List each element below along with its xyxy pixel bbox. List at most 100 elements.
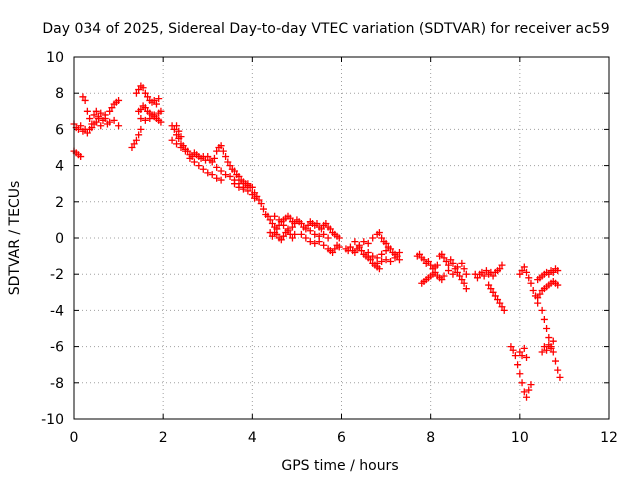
data-point <box>157 118 165 126</box>
data-point <box>280 221 288 229</box>
data-point <box>496 299 504 307</box>
data-point <box>520 263 528 271</box>
x-tick-label: 8 <box>426 430 435 446</box>
data-point <box>275 216 283 224</box>
data-point <box>545 334 553 342</box>
data-point <box>186 154 194 162</box>
data-point <box>286 214 294 222</box>
data-point <box>523 393 531 401</box>
data-point <box>366 256 374 264</box>
data-point <box>523 268 531 276</box>
data-point <box>235 183 243 191</box>
data-point <box>273 230 281 238</box>
data-point <box>144 93 152 101</box>
data-point <box>173 122 181 130</box>
data-point <box>288 234 296 242</box>
y-tick-label: -2 <box>50 267 64 283</box>
data-point <box>523 353 531 361</box>
data-point <box>326 225 334 233</box>
data-point <box>375 229 383 237</box>
data-point <box>268 220 276 228</box>
data-point <box>92 118 100 126</box>
data-point <box>498 261 506 269</box>
data-point <box>83 129 91 137</box>
data-point <box>132 136 140 144</box>
data-point <box>210 154 218 162</box>
data-point <box>460 265 468 273</box>
data-point <box>462 270 470 278</box>
x-tick-label: 0 <box>70 430 79 446</box>
data-point <box>462 285 470 293</box>
data-point <box>487 285 495 293</box>
data-point <box>442 258 450 266</box>
x-tick-label: 4 <box>248 430 257 446</box>
data-point <box>244 180 252 188</box>
data-point <box>199 165 207 173</box>
y-tick-label: 8 <box>55 86 64 102</box>
data-point <box>529 286 537 294</box>
data-point <box>239 185 247 193</box>
data-point <box>382 239 390 247</box>
data-point <box>540 343 548 351</box>
data-point <box>511 352 519 360</box>
data-point <box>219 147 227 155</box>
data-point <box>482 267 490 275</box>
data-point <box>264 212 272 220</box>
data-point <box>516 270 524 278</box>
data-point <box>324 234 332 242</box>
data-point <box>491 292 499 300</box>
data-point <box>447 256 455 264</box>
data-point <box>90 111 98 119</box>
data-point <box>137 125 145 133</box>
data-point <box>458 259 466 267</box>
data-point <box>547 344 555 352</box>
data-point <box>195 162 203 170</box>
plot-frame <box>73 56 610 420</box>
data-point <box>168 136 176 144</box>
chart-title: Day 034 of 2025, Sidereal Day-to-day VTE… <box>42 21 609 37</box>
data-point <box>500 306 508 314</box>
data-point <box>97 109 105 117</box>
data-point <box>137 115 145 123</box>
y-tick-label: 4 <box>55 159 64 175</box>
data-point <box>320 230 328 238</box>
data-point <box>150 96 158 104</box>
data-point <box>77 153 85 161</box>
data-point <box>438 250 446 258</box>
data-point <box>320 241 328 249</box>
data-point <box>253 192 261 200</box>
data-point <box>231 167 238 175</box>
data-point <box>284 225 292 233</box>
data-point <box>88 120 96 128</box>
data-point <box>549 348 557 356</box>
y-tick-label: 6 <box>55 122 64 138</box>
data-point <box>150 111 158 119</box>
data-point <box>139 84 147 92</box>
data-point <box>222 171 230 179</box>
data-point <box>217 176 225 184</box>
data-point <box>538 306 546 314</box>
data-point <box>489 288 497 296</box>
data-point <box>543 346 551 354</box>
data-point <box>329 248 337 256</box>
data-point <box>244 187 252 195</box>
data-point <box>141 116 149 124</box>
data-point <box>473 274 481 282</box>
data-point <box>271 212 279 220</box>
data-point <box>106 118 114 126</box>
data-point <box>306 227 314 235</box>
data-point <box>395 248 403 256</box>
data-point <box>222 153 230 161</box>
data-point <box>460 279 468 287</box>
data-point <box>449 270 457 278</box>
data-point <box>375 265 383 273</box>
data-point <box>204 153 212 161</box>
data-point <box>315 232 323 240</box>
data-point <box>427 261 435 269</box>
data-point <box>213 174 221 182</box>
data-point <box>259 205 267 213</box>
data-point <box>456 272 464 280</box>
data-point <box>231 180 238 188</box>
data-point <box>369 252 377 260</box>
data-point <box>525 274 533 282</box>
